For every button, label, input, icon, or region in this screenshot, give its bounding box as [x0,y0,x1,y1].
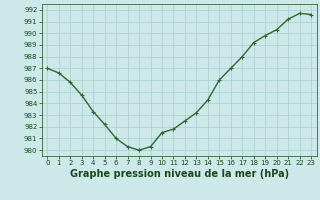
X-axis label: Graphe pression niveau de la mer (hPa): Graphe pression niveau de la mer (hPa) [70,169,289,179]
